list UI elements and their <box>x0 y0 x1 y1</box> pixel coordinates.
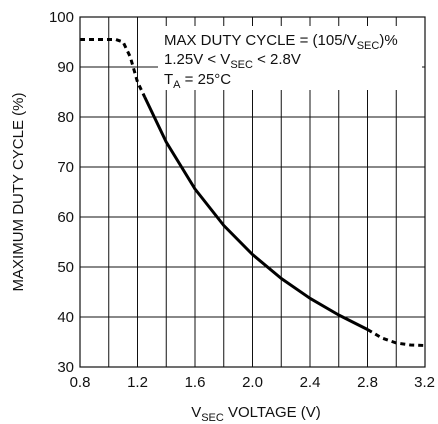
x-tick-label: 3.2 <box>414 374 435 391</box>
y-tick-label: 90 <box>57 59 74 76</box>
y-tick-label: 70 <box>57 159 74 176</box>
x-tick-label: 2.8 <box>357 374 378 391</box>
x-tick-label: 0.8 <box>70 374 91 391</box>
y-tick-label: 60 <box>57 209 74 226</box>
annotation-range: 1.25V < VSEC < 2.8V <box>164 51 301 71</box>
annotation-background <box>158 26 422 90</box>
y-tick-label: 100 <box>49 9 74 26</box>
y-tick-labels: 30 40 50 60 70 80 90 100 <box>49 9 74 376</box>
y-tick-label: 80 <box>57 109 74 126</box>
plot-frame <box>79 16 426 368</box>
series-dashed-0 <box>80 38 147 98</box>
x-tick-labels: 0.8 1.2 1.6 2.0 2.4 2.8 3.2 <box>70 374 435 391</box>
y-tick-label: 50 <box>57 259 74 276</box>
x-tick-label: 2.4 <box>300 374 321 391</box>
series-solid-1 <box>143 96 369 331</box>
series-dashed-2 <box>366 328 426 347</box>
x-tick-label: 1.2 <box>127 374 148 391</box>
annotation-temperature: TA = 25°C <box>164 71 231 91</box>
annotation-formula: MAX DUTY CYCLE = (105/VSEC)% <box>164 32 398 52</box>
curves <box>80 38 426 347</box>
y-tick-label: 30 <box>57 359 74 376</box>
x-tick-label: 2.0 <box>242 374 263 391</box>
frame-rect <box>79 16 426 368</box>
x-axis-title: VSEC VOLTAGE (V) <box>191 404 321 424</box>
y-axis-title: MAXIMUM DUTY CYCLE (%) <box>10 93 27 292</box>
x-tick-label: 1.6 <box>185 374 206 391</box>
y-tick-label: 40 <box>57 309 74 326</box>
